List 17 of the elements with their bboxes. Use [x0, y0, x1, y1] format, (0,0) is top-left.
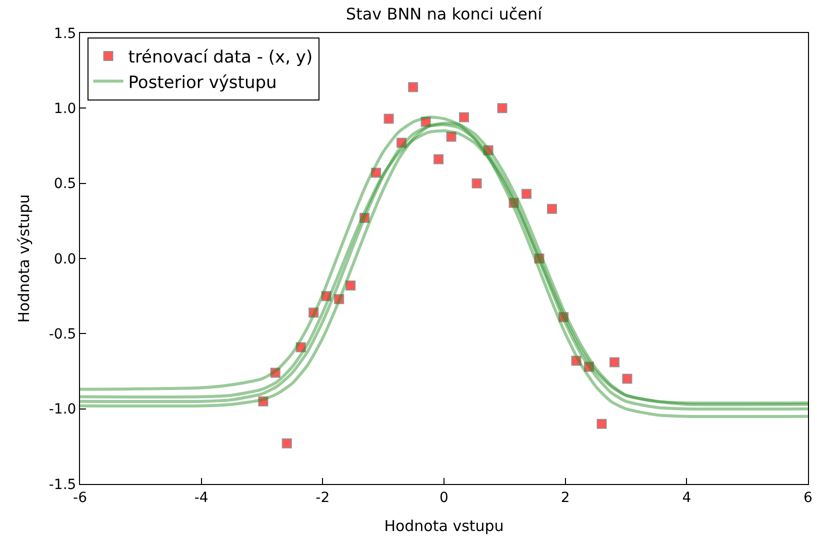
- x-tick-label: 4: [682, 490, 692, 506]
- x-tick-label: 0: [440, 490, 448, 506]
- legend-label: trénovací data - (x, y): [128, 48, 313, 68]
- y-tick-label: -0.5: [48, 326, 76, 343]
- y-tick-label: 0.5: [54, 176, 76, 192]
- x-tick-label: 2: [560, 490, 570, 506]
- y-tick-label: 1.0: [54, 101, 76, 118]
- x-tick-label: 6: [804, 490, 813, 506]
- x-axis-title: Hodnota vstupu: [384, 516, 504, 535]
- x-tick-label: -4: [194, 490, 208, 506]
- chart-title: Stav BNN na konci učení: [346, 4, 543, 24]
- legend-label: Posterior výstupu: [128, 72, 277, 93]
- x-tick-label: -2: [316, 490, 330, 506]
- y-tick-label: 0.0: [54, 251, 76, 268]
- y-tick-label: -1.0: [48, 402, 76, 418]
- y-tick-label: 1.5: [54, 26, 76, 42]
- y-axis-title: Hodnota výstupu: [15, 194, 34, 323]
